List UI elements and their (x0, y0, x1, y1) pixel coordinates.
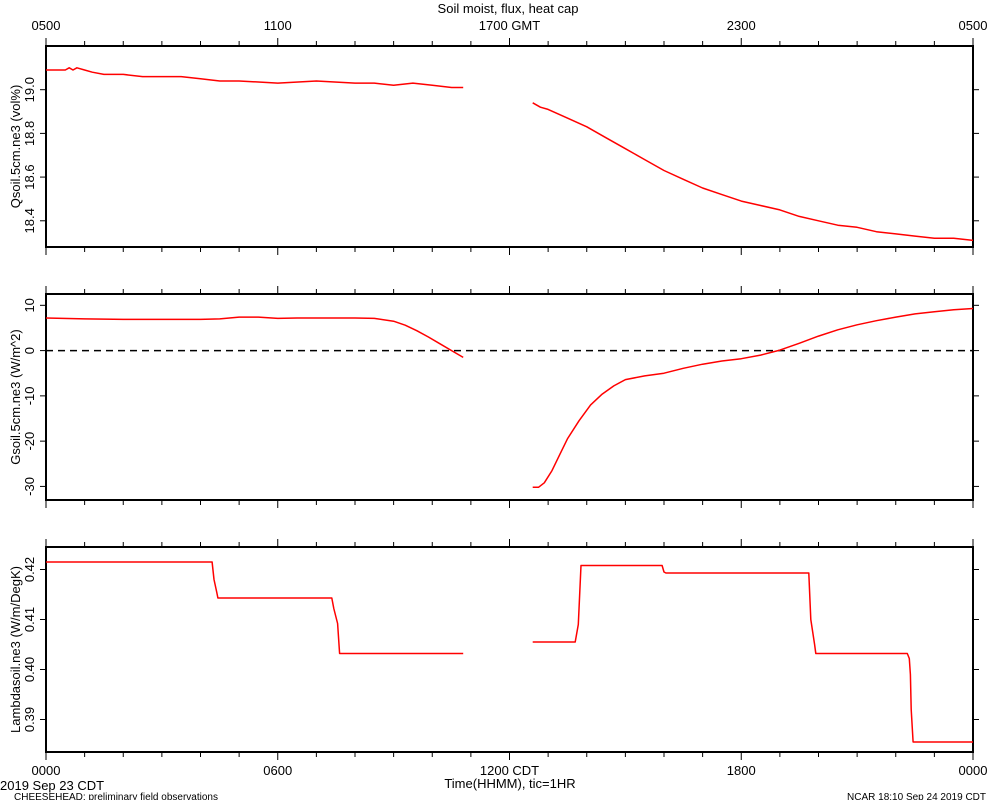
panel-2: -30 -20 -10 0 10 Gsoil.5cm.ne3 (W/m^2) (8, 286, 979, 508)
bottom-x-tick-label: 1800 (727, 763, 756, 778)
y-tick-label: 0 (22, 347, 37, 354)
y-tick-label: -30 (22, 477, 37, 496)
bottom-x-tick-label: 1200 CDT (480, 763, 539, 778)
series-line (532, 102, 974, 242)
y-axis-label: Lambdasoil.ne3 (W/m/DegK) (8, 566, 23, 733)
y-tick-label: 18.6 (22, 164, 37, 189)
y-axis-label: Qsoil.5cm.ne3 (vol%) (8, 85, 23, 209)
top-x-tick-label: 2300 (727, 18, 756, 33)
series-line (532, 564, 973, 743)
footer-stamp: NCAR 18:10 Sep 24 2019 CDT (847, 792, 986, 800)
y-tick-label: 18.8 (22, 121, 37, 146)
y-tick-label: 0.39 (22, 707, 37, 732)
y-tick-label: -10 (22, 386, 37, 405)
bottom-x-tick-label: 0600 (263, 763, 292, 778)
footer-date: 2019 Sep 23 CDT (0, 778, 104, 793)
y-tick-label: -20 (22, 432, 37, 451)
y-tick-label: 0.40 (22, 657, 37, 682)
series-line (45, 316, 464, 359)
y-tick-label: 0.41 (22, 607, 37, 632)
plot-frame (45, 293, 974, 501)
plot-frame (45, 546, 974, 753)
bottom-x-tick-label: 0000 (32, 763, 61, 778)
y-tick-label: 0.42 (22, 557, 37, 582)
series-line (532, 307, 974, 489)
top-x-tick-label: 1700 GMT (479, 18, 540, 33)
series-line (46, 561, 464, 655)
plot-frame (45, 45, 974, 248)
top-x-tick-label: 1100 (264, 18, 292, 33)
y-tick-label: 19.0 (22, 77, 37, 102)
footer-project: CHEESEHEAD: preliminary field observatio… (14, 792, 218, 800)
x-axis-label: Time(HHMM), tic=1HR (444, 776, 575, 791)
y-tick-label: 18.4 (22, 208, 37, 233)
y-tick-label: 10 (22, 298, 37, 312)
series-line (46, 67, 464, 89)
y-axis-label: Gsoil.5cm.ne3 (W/m^2) (8, 329, 23, 464)
chart-title: Soil moist, flux, heat cap (438, 1, 579, 16)
bottom-x-tick-label: 0000 (959, 763, 988, 778)
top-x-tick-label: 0500 (959, 18, 988, 33)
top-x-tick-label: 0500 (32, 18, 61, 33)
